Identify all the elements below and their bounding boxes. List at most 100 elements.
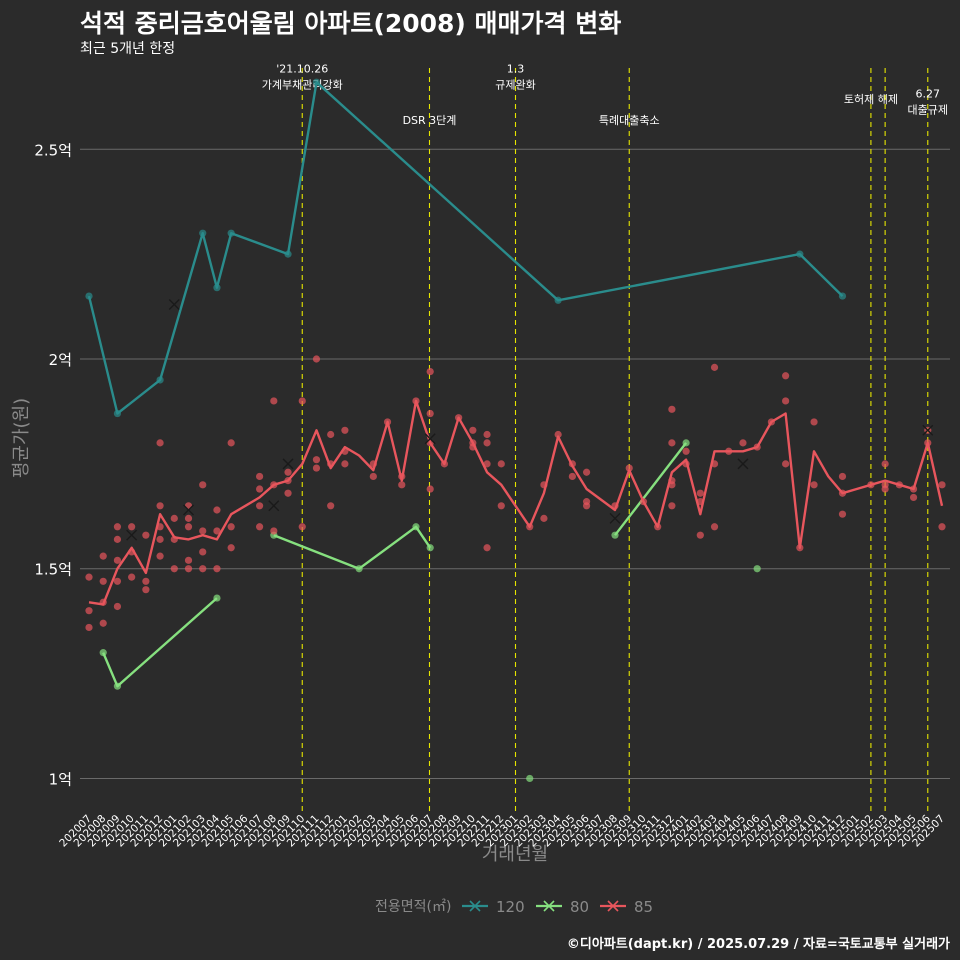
cancelled-marker-85 (126, 529, 138, 541)
data-point-85 (881, 460, 889, 468)
data-point-85 (113, 535, 122, 543)
data-point-85 (639, 498, 648, 506)
data-point-85 (782, 372, 790, 380)
series-line-80 (102, 597, 218, 688)
data-point-85 (213, 506, 221, 514)
data-point-85 (625, 464, 633, 472)
data-point-85 (184, 556, 193, 564)
data-point-85 (582, 468, 591, 476)
data-point-85 (426, 367, 434, 376)
data-point-85 (540, 514, 548, 522)
data-point-85 (213, 565, 221, 573)
y-axis: 1억 1.5억 2억 2.5억 (34, 141, 72, 788)
data-point-85 (881, 485, 889, 493)
data-point-85 (426, 409, 434, 418)
data-point-85 (497, 460, 505, 468)
data-point-85 (156, 439, 164, 447)
data-point-85 (298, 523, 306, 531)
data-point-85 (753, 443, 761, 451)
data-point-85 (938, 481, 946, 489)
data-point-85 (312, 355, 321, 363)
data-point-85 (654, 523, 662, 531)
gridlines (80, 148, 950, 779)
data-point-85 (668, 502, 676, 510)
data-point-85 (184, 565, 193, 573)
cancelled-stroke (737, 458, 749, 470)
data-point-85 (213, 527, 221, 535)
data-point-85 (668, 481, 676, 489)
event-label: '21.10.26 (276, 62, 328, 75)
data-point-85 (312, 464, 321, 472)
data-point-85 (341, 447, 349, 455)
data-point-85 (113, 577, 122, 585)
data-point-85 (469, 426, 477, 434)
y-tick-label: 2.5억 (34, 141, 72, 159)
data-point-85 (227, 523, 235, 531)
data-point-85 (810, 481, 818, 489)
data-point-80 (611, 531, 619, 539)
event-label: 가계부채관리강화 (262, 78, 343, 91)
data-point-85 (184, 523, 193, 531)
data-point-85 (142, 531, 150, 539)
data-point-85 (199, 565, 207, 573)
data-point-85 (938, 523, 946, 531)
data-point-85 (298, 397, 306, 405)
data-point-85 (284, 468, 292, 476)
data-point-85 (796, 544, 804, 552)
event-label: 대출규제 (908, 104, 948, 117)
y-tick-label: 1억 (49, 770, 72, 788)
data-point-85 (924, 439, 932, 447)
data-point-85 (767, 418, 776, 426)
data-point-85 (128, 548, 136, 556)
data-point-85 (270, 397, 278, 405)
data-point-120 (838, 292, 847, 300)
data-point-85 (156, 552, 164, 560)
data-point-85 (568, 460, 576, 468)
data-point-85 (170, 535, 178, 543)
data-point-85 (867, 481, 875, 489)
y-tick-label: 2억 (49, 351, 72, 369)
data-point-85 (142, 586, 150, 594)
legend-label-85: 85 (634, 898, 653, 916)
data-point-85 (113, 602, 122, 611)
data-point-80 (213, 594, 221, 602)
event-label: DSR 3단계 (403, 114, 457, 127)
cancelled-marker-85 (183, 504, 195, 516)
data-point-85 (327, 430, 335, 439)
event-label: 특례대출축소 (599, 114, 660, 127)
data-point-85 (412, 397, 420, 405)
data-point-85 (426, 485, 434, 493)
data-point-120 (213, 284, 221, 292)
data-point-85 (682, 447, 690, 455)
data-point-85 (256, 502, 264, 510)
data-point-120 (796, 250, 804, 258)
chart-subtitle: 최근 5개년 한정 (80, 41, 176, 57)
legend-key-cross (607, 900, 619, 912)
data-point-85 (99, 619, 107, 627)
data-point-85 (909, 493, 918, 502)
legend-label-120: 120 (496, 898, 525, 916)
event-label: 6.27 (916, 88, 941, 101)
data-point-85 (369, 460, 377, 468)
data-point-85 (710, 460, 719, 468)
data-point-85 (383, 418, 392, 426)
legend-label-80: 80 (570, 898, 589, 916)
cancelled-stroke (168, 298, 180, 310)
data-point-85 (526, 523, 534, 531)
data-point-85 (184, 514, 193, 522)
data-point-85 (156, 535, 164, 543)
data-point-85 (497, 502, 505, 510)
data-point-120 (227, 229, 235, 237)
data-point-85 (483, 430, 491, 439)
data-point-85 (369, 472, 377, 481)
data-point-85 (554, 430, 562, 439)
data-point-85 (270, 481, 278, 489)
data-point-85 (341, 460, 349, 468)
data-point-120 (156, 376, 164, 384)
legend-title: 전용면적(㎡) (375, 899, 451, 915)
y-axis-title: 평균가(원) (11, 398, 32, 478)
data-point-85 (199, 548, 207, 556)
y-tick-label: 1.5억 (34, 561, 72, 579)
data-point-85 (398, 481, 406, 489)
